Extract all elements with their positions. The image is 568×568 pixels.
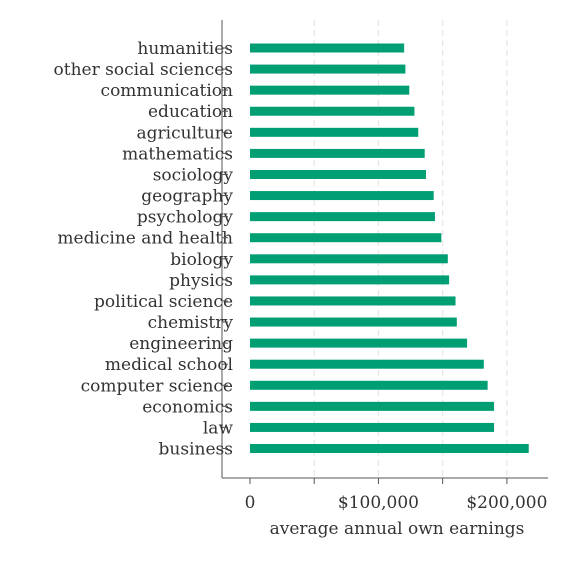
axes [221,20,548,479]
bar [250,233,442,243]
bar [250,401,495,411]
x-axis-title: average annual own earnings [270,519,525,539]
category-label: sociology [153,165,234,185]
bar [250,275,450,285]
category-label: other social sciences [54,60,234,80]
bar [250,64,406,74]
category-label: business [159,440,233,460]
category-label: political science [94,292,233,312]
bar [250,317,457,327]
bar [250,359,484,369]
x-tick-label: $100,000 [338,493,419,513]
category-label: communication [101,81,233,101]
bar [250,444,529,454]
x-ticks: 0 $100,000 $200,000 [222,47,547,513]
category-label: computer science [81,376,233,396]
bar [250,212,435,222]
category-label: humanities [137,39,233,59]
grid-lines [313,20,508,478]
category-label: psychology [137,208,233,228]
x-tick-label: $200,000 [466,493,547,513]
bar [250,43,405,53]
category-label: medicine and health [57,229,233,249]
bar [250,296,456,306]
bar [250,148,425,158]
category-label: law [203,418,234,438]
category-label: physics [169,271,233,291]
category-label: economics [142,397,233,417]
bar [250,85,410,95]
category-label: medical school [105,355,233,375]
bar [250,169,426,179]
category-label: biology [170,250,233,270]
category-label: mathematics [122,144,233,164]
category-label: geography [141,187,233,207]
category-label: education [148,102,233,122]
bar [250,191,434,201]
bar [250,254,448,264]
category-label: agriculture [137,123,233,143]
bars [250,43,529,454]
bar [250,338,468,348]
category-label: engineering [129,334,233,354]
bar [250,380,488,390]
bar [250,106,415,116]
x-tick-label: 0 [245,493,256,513]
bar [250,422,495,432]
bar [250,127,419,137]
category-label: chemistry [148,313,234,333]
